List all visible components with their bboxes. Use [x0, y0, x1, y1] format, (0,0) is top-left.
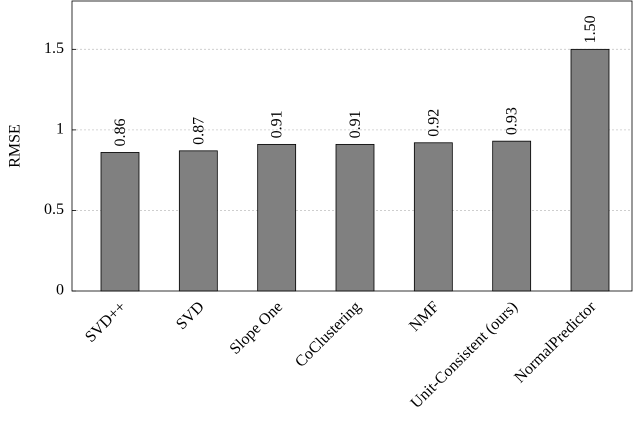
- y-tick-label: 0.5: [44, 201, 64, 218]
- value-label: 1.50: [582, 15, 599, 43]
- value-label: 0.91: [269, 110, 286, 138]
- bar: [570, 48, 610, 292]
- bar: [492, 140, 532, 292]
- x-tick-label: CoClustering: [292, 298, 364, 370]
- value-label: 0.86: [112, 118, 129, 146]
- x-tick-label: NormalPredictor: [511, 298, 600, 387]
- value-label: 0.87: [190, 117, 207, 145]
- x-tick-label: NMF: [406, 298, 443, 335]
- x-tick-label: SVD: [173, 298, 208, 333]
- y-tick-label: 1.5: [44, 40, 64, 57]
- bar: [100, 152, 140, 292]
- y-tick-label: 1: [56, 121, 64, 138]
- x-tick-label: Slope One: [227, 298, 286, 357]
- y-tick-label: 0: [56, 282, 64, 299]
- y-axis-label: RMSE: [7, 124, 24, 168]
- x-tick-label: SVD++: [82, 298, 129, 345]
- value-label: 0.93: [504, 107, 521, 135]
- value-label: 0.92: [425, 109, 442, 137]
- bar: [178, 150, 218, 292]
- bar: [335, 143, 375, 292]
- bar: [257, 143, 297, 292]
- value-label: 0.91: [347, 110, 364, 138]
- bar: [413, 142, 453, 292]
